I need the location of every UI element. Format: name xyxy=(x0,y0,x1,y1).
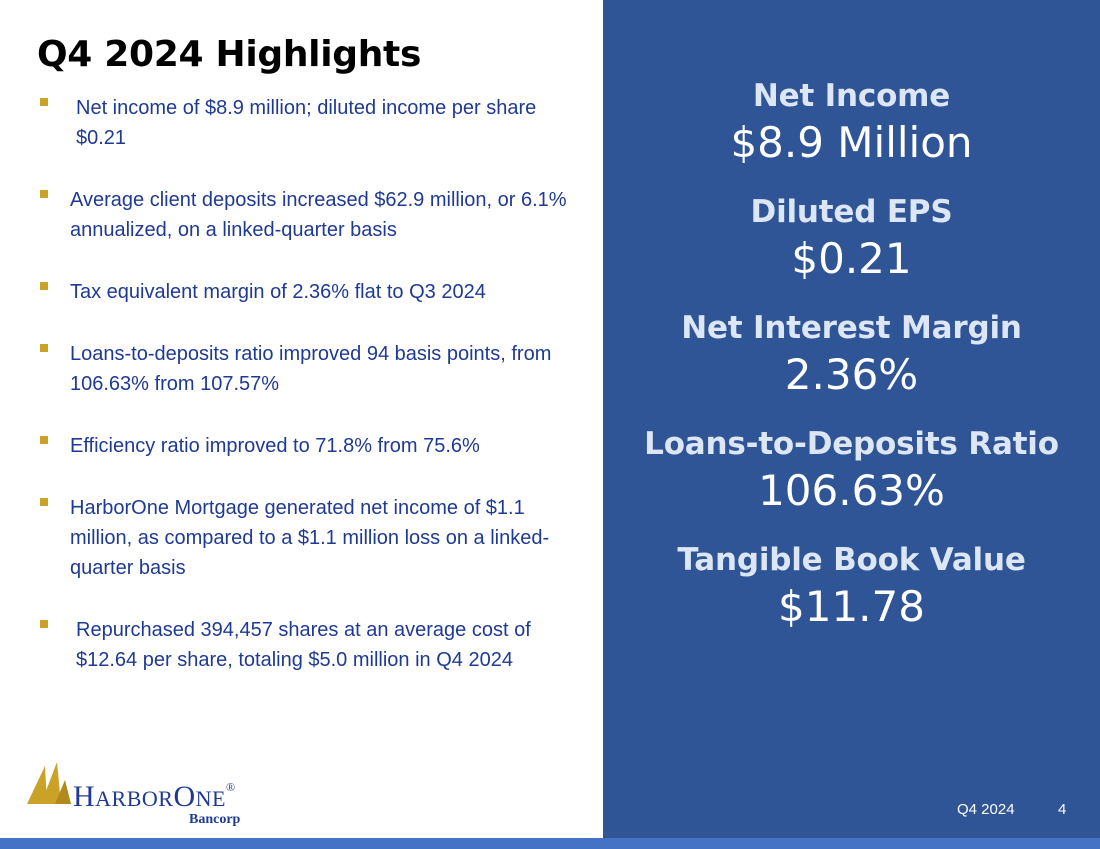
bullet-text: Loans-to-deposits ratio improved 94 basi… xyxy=(70,343,552,395)
list-item: Loans-to-deposits ratio improved 94 basi… xyxy=(38,339,568,399)
highlights-list: Net income of $8.9 million; diluted inco… xyxy=(38,93,568,675)
bullet-text: Tax equivalent margin of 2.36% flat to Q… xyxy=(70,281,486,303)
bullet-square-icon xyxy=(40,344,48,352)
metric-value: $0.21 xyxy=(791,234,912,283)
bullet-square-icon xyxy=(40,498,48,506)
list-item: Efficiency ratio improved to 71.8% from … xyxy=(38,431,568,461)
metric-label: Net Interest Margin xyxy=(681,310,1022,346)
metric-label: Tangible Book Value xyxy=(677,542,1026,578)
metric-net-interest-margin: Net Interest Margin 2.36% xyxy=(603,310,1100,404)
metric-value: 2.36% xyxy=(784,350,919,399)
bottom-accent-bar xyxy=(0,838,1100,849)
harborone-logo: HARBORONE® Bancorp xyxy=(25,760,285,830)
list-item: Net income of $8.9 million; diluted inco… xyxy=(38,93,568,153)
metric-value: 106.63% xyxy=(758,466,945,515)
metric-tangible-book-value: Tangible Book Value $11.78 xyxy=(603,542,1100,636)
metric-loans-to-deposits: Loans-to-Deposits Ratio 106.63% xyxy=(603,426,1100,520)
slide-title: Q4 2024 Highlights xyxy=(37,34,422,75)
list-item: Average client deposits increased $62.9 … xyxy=(38,185,568,245)
list-item: Tax equivalent margin of 2.36% flat to Q… xyxy=(38,277,568,307)
metric-value: $8.9 Million xyxy=(730,118,973,167)
logo-subtitle: Bancorp xyxy=(189,812,241,827)
bullet-square-icon xyxy=(40,436,48,444)
metric-label: Net Income xyxy=(752,78,951,114)
bullet-square-icon xyxy=(40,620,48,628)
metric-net-income: Net Income $8.9 Million xyxy=(603,78,1100,172)
bullet-text: HarborOne Mortgage generated net income … xyxy=(70,497,550,579)
metric-label: Loans-to-Deposits Ratio xyxy=(644,426,1059,462)
bullet-text: Average client deposits increased $62.9 … xyxy=(70,189,567,241)
bullet-text: Repurchased 394,457 shares at an average… xyxy=(76,619,531,671)
bullet-square-icon xyxy=(40,98,48,106)
metric-value: $11.78 xyxy=(778,582,925,631)
sail-logo-icon xyxy=(27,762,71,804)
metric-diluted-eps: Diluted EPS $0.21 xyxy=(603,194,1100,288)
bullet-square-icon xyxy=(40,282,48,290)
bullet-square-icon xyxy=(40,190,48,198)
list-item: HarborOne Mortgage generated net income … xyxy=(38,493,568,583)
bullet-text: Net income of $8.9 million; diluted inco… xyxy=(76,97,537,149)
key-metrics: Net Income $8.9 Million Diluted EPS $0.2… xyxy=(603,78,1100,658)
bullet-text: Efficiency ratio improved to 71.8% from … xyxy=(70,435,480,457)
footer-period: Q4 2024 xyxy=(957,801,1015,818)
metrics-panel xyxy=(603,0,1100,838)
metric-label: Diluted EPS xyxy=(750,194,953,230)
left-panel xyxy=(0,0,603,838)
page-number: 4 xyxy=(1058,801,1067,818)
logo-wordmark: HARBORONE® xyxy=(73,780,236,813)
list-item: Repurchased 394,457 shares at an average… xyxy=(38,615,568,675)
